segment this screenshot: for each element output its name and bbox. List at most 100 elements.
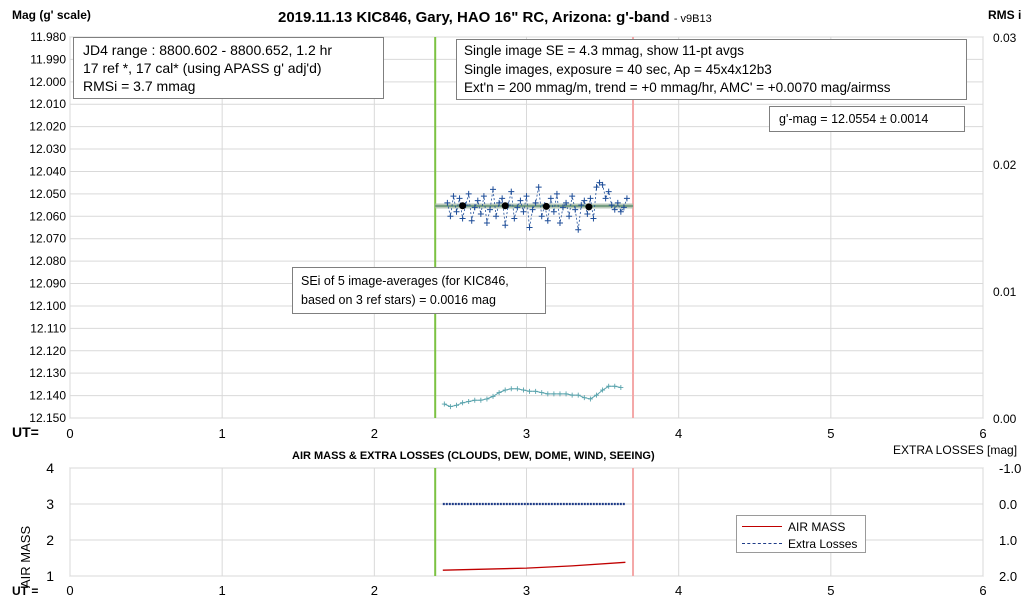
rms-point — [490, 393, 496, 399]
bottom-y-axis-title: AIR MASS — [18, 525, 33, 588]
bottom-xtick-label: 2 — [371, 583, 378, 598]
mag-point — [465, 190, 472, 197]
mag-point — [468, 217, 475, 224]
x-axis-title-bottom: UT = — [12, 584, 39, 598]
bottom-ytick-label: 3 — [46, 496, 54, 512]
top-y2tick-label: 0.02 — [993, 158, 1017, 172]
mag-point — [560, 204, 567, 211]
top-xtick-label: 6 — [979, 426, 986, 441]
mag-point — [547, 195, 554, 202]
top-ytick-label: 12.030 — [29, 142, 66, 156]
top-xtick-label: 5 — [827, 426, 834, 441]
ref-stars-line: 17 ref *, 17 cal* (using APASS g' adj'd) — [83, 60, 322, 76]
top-plot-grid — [69, 36, 984, 419]
mag-point — [496, 199, 503, 206]
rms-point — [478, 397, 484, 403]
bottom-plot-marks — [434, 468, 635, 576]
mag-point — [480, 193, 487, 200]
y2-axis-title: RMS i — [988, 8, 1022, 22]
top-ytick-label: 12.070 — [29, 232, 66, 246]
top-ytick-label: 12.080 — [29, 254, 66, 268]
top-ytick-label: 12.110 — [30, 321, 66, 335]
rms-point — [484, 396, 490, 402]
mag-point — [550, 208, 557, 215]
rms-point — [618, 385, 624, 391]
mag-point — [502, 222, 509, 229]
rms-point — [587, 396, 593, 402]
rms-point — [520, 387, 526, 393]
mag-point — [459, 215, 466, 222]
bottom-y2tick-label: 2.0 — [999, 569, 1017, 584]
average-point — [585, 203, 593, 211]
jd-range-box: JD4 range : 8800.602 - 8800.652, 1.2 hr … — [73, 37, 384, 99]
rms-point — [557, 391, 563, 397]
mag-point — [602, 195, 609, 202]
mag-point — [553, 190, 560, 197]
mag-point — [614, 199, 621, 206]
top-ytick-label: 12.000 — [29, 75, 66, 89]
mag-point — [578, 202, 585, 209]
rms-point — [606, 383, 612, 389]
single-image-se-line: Single image SE = 4.3 mmag, show 11-pt a… — [464, 43, 745, 58]
mag-point — [590, 215, 597, 222]
bottom-legend: AIR MASS Extra Losses — [736, 515, 866, 553]
legend-swatch-extra-losses — [742, 543, 782, 544]
legend-label-extra-losses: Extra Losses — [788, 536, 858, 551]
mag-point — [544, 217, 551, 224]
sei-line-2: based on 3 ref stars) = 0.0016 mag — [301, 293, 496, 307]
bottom-xtick-label: 3 — [523, 583, 530, 598]
rms-point — [502, 387, 508, 393]
exposure-line: Single images, exposure = 40 sec, Ap = 4… — [464, 61, 772, 77]
average-point — [501, 202, 509, 210]
rms-point — [551, 391, 557, 397]
chart-version: - v9B13 — [673, 13, 712, 25]
mag-point — [477, 211, 484, 218]
rms-point — [593, 392, 599, 398]
top-y2tick-label: 0.03 — [993, 31, 1017, 45]
mag-point — [535, 184, 542, 191]
mag-point — [529, 206, 536, 213]
bottom-y2tick-label: -1.0 — [999, 461, 1021, 476]
mag-point — [596, 179, 603, 186]
mag-point — [581, 197, 588, 204]
bottom-xtick-label: 0 — [66, 583, 73, 598]
rms-point — [527, 388, 533, 394]
mag-point — [471, 204, 478, 211]
mag-point — [517, 197, 524, 204]
mag-point — [508, 188, 515, 195]
mag-point — [520, 208, 527, 215]
mag-point — [593, 184, 600, 191]
mag-point — [556, 220, 563, 227]
rms-point — [539, 390, 545, 396]
x-axis-title-top: UT= — [12, 424, 39, 440]
top-ytick-label: 12.130 — [29, 366, 66, 380]
bottom-ytick-label: 4 — [46, 460, 54, 476]
rms-point — [466, 398, 472, 404]
rmsi-line: RMSi = 3.7 mmag — [83, 78, 196, 94]
rms-point — [496, 390, 502, 396]
rms-point — [514, 386, 520, 392]
legend-item-extra-losses: Extra Losses — [742, 535, 860, 552]
mag-point — [532, 199, 539, 206]
mag-point — [456, 195, 463, 202]
rms-point — [581, 395, 587, 401]
mag-point — [620, 204, 627, 211]
rms-point — [460, 400, 466, 406]
mag-point — [599, 181, 606, 188]
bottom-ytick-label: 2 — [46, 532, 54, 548]
legend-swatch-air-mass — [742, 526, 782, 527]
rms-point — [441, 401, 447, 407]
rms-point — [545, 391, 551, 397]
mag-point — [611, 206, 618, 213]
mag-point — [569, 193, 576, 200]
top-ytick-label: 11.980 — [30, 30, 66, 44]
rms-point — [569, 392, 575, 398]
sei-box: SEi of 5 image-averages (for KIC846, bas… — [292, 267, 546, 314]
mag-point — [511, 215, 518, 222]
rms-point — [575, 392, 581, 398]
mag-point — [486, 206, 493, 213]
mag-point — [444, 199, 451, 206]
mag-point — [605, 188, 612, 195]
gmag-value: g'-mag = 12.0554 ± 0.0014 — [779, 112, 929, 126]
